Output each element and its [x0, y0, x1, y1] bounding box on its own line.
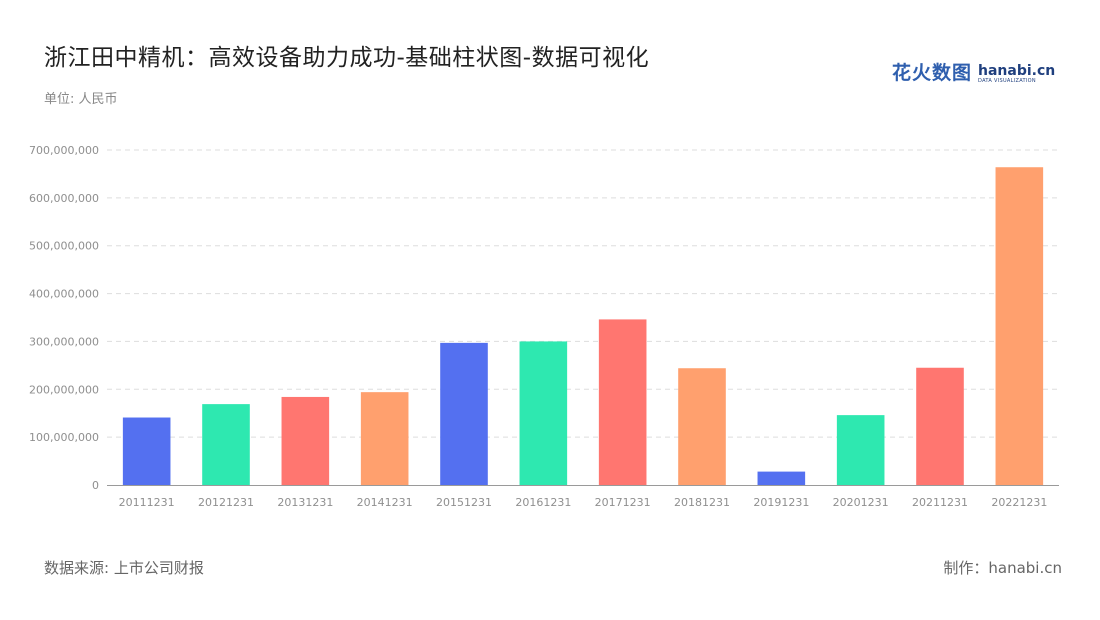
y-tick-label: 100,000,000 [29, 431, 99, 444]
bar [360, 392, 409, 485]
page-title: 浙江田中精机：高效设备助力成功-基础柱状图-数据可视化 [44, 45, 650, 71]
bars [122, 167, 1044, 485]
y-tick-label: 0 [92, 479, 99, 492]
bar [598, 319, 647, 485]
bar [678, 368, 726, 485]
y-tick-label: 400,000,000 [29, 288, 99, 301]
bar [836, 415, 885, 485]
y-axis-ticks: 0 100,000,000 200,000,000 300,000,000 400,00… [29, 144, 99, 492]
bar [757, 471, 806, 485]
bar [122, 417, 171, 485]
x-tick-label: 20211231 [912, 496, 968, 509]
bar [281, 396, 330, 485]
y-tick-label: 200,000,000 [29, 383, 99, 396]
x-tick-label: 20111231 [119, 496, 175, 509]
data-source: 数据来源: 上市公司财报 [44, 559, 204, 577]
bar [519, 341, 568, 485]
y-tick-label: 500,000,000 [29, 240, 99, 253]
x-tick-label: 20141231 [357, 496, 413, 509]
credit-label: 制作：hanabi.cn [943, 559, 1062, 577]
x-tick-label: 20131231 [277, 496, 333, 509]
x-tick-label: 20201231 [833, 496, 889, 509]
bar [916, 367, 964, 485]
x-tick-label: 20221231 [991, 496, 1047, 509]
x-tick-label: 20171231 [595, 496, 651, 509]
logo-cn-text: 花火数图 [892, 62, 973, 84]
grid-layer [107, 149, 1059, 438]
x-tick-label: 20191231 [753, 496, 809, 509]
y-tick-label: 700,000,000 [29, 144, 99, 157]
logo-en-block: hanabi.cn DATA VISUALIZATION [978, 64, 1055, 85]
x-tick-label: 20181231 [674, 496, 730, 509]
x-tick-label: 20121231 [198, 496, 254, 509]
logo-en-text: hanabi.cn [978, 63, 1056, 79]
x-tick-label: 20161231 [515, 496, 571, 509]
y-tick-label: 300,000,000 [29, 335, 99, 348]
x-tick-label: 20151231 [436, 496, 492, 509]
brand-logo: 花火数图 hanabi.cn DATA VISUALIZATION [892, 58, 1055, 85]
y-tick-label: 600,000,000 [29, 192, 99, 205]
unit-label: 单位: 人民币 [44, 92, 118, 107]
bar [202, 404, 250, 485]
logo-en-subtext: DATA VISUALIZATION [978, 78, 1036, 84]
bar [995, 167, 1044, 485]
bar [440, 342, 488, 485]
x-axis-ticks: 20111231 20121231 20131231 20141231 20151231… [119, 496, 1048, 509]
